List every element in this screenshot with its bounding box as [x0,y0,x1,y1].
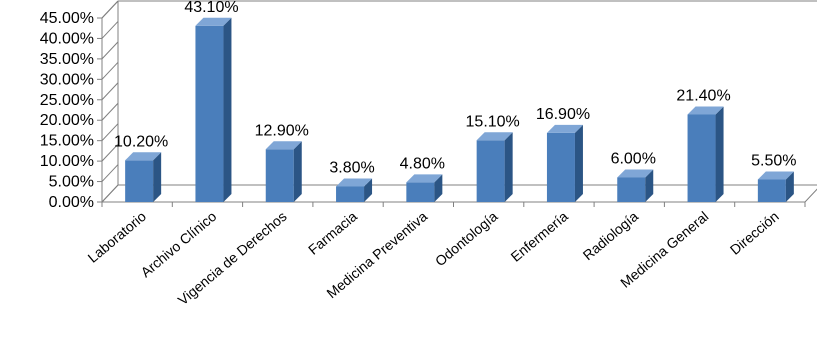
bar-side [364,178,373,202]
bar-side [223,17,232,202]
bar [687,114,716,202]
bar-top [546,124,583,133]
side-wall-gridline [101,82,119,101]
category-label: Laboratorio [85,208,150,266]
bar-top [406,174,443,183]
side-wall-gridline [101,21,119,39]
bar-side [574,124,583,202]
bar [546,132,575,202]
category-label: Dirección [727,208,782,258]
y-tick-label: 30.00% [40,71,94,88]
category-label: Enfermería [508,208,571,265]
bar-top [757,171,794,180]
bar-side [293,141,302,202]
bar [195,25,224,202]
category-label: Farmacia [305,208,360,258]
data-label: 15.10% [466,113,520,130]
data-label: 43.10% [184,0,238,16]
data-label: 3.80% [329,159,374,176]
bar [406,182,435,202]
bar-side [504,132,513,202]
bar-side [715,106,724,202]
side-wall-gridline [101,61,119,80]
y-tick-label: 45.00% [40,10,94,27]
data-label: 5.50% [751,153,796,170]
side-wall-gridline [101,0,119,19]
y-tick-label: 10.00% [40,153,94,170]
y-tick-label: 0.00% [49,194,94,211]
bar [757,179,786,202]
data-label: 12.90% [255,122,309,139]
data-label: 16.90% [536,106,590,123]
side-wall-gridline [101,184,119,203]
bar-top [617,169,654,178]
y-tick-label: 15.00% [40,133,94,150]
data-label: 4.80% [400,155,445,172]
bar-top [476,132,513,141]
side-wall-gridline [101,123,119,142]
data-label: 10.20% [114,133,168,150]
side-wall-gridline [101,143,119,162]
category-label: Odontología [432,208,501,269]
bar [476,140,505,202]
y-tick-label: 5.00% [49,174,94,191]
y-tick-label: 25.00% [40,92,94,109]
side-wall-gridline [101,164,119,182]
y-tick-label: 35.00% [40,51,94,68]
bar-top [125,152,162,161]
bar-top [265,141,302,150]
bar [336,186,365,202]
side-wall-gridline [101,102,119,121]
bar [617,177,646,202]
side-wall-gridline [101,41,119,60]
bar-side [645,169,654,202]
bar-top [195,17,232,26]
y-tick-label: 20.00% [40,112,94,129]
category-label: Radiología [580,208,642,263]
back-wall [118,0,817,2]
bar-top [687,106,724,115]
data-label: 21.40% [676,87,730,104]
bar-top [336,178,373,187]
data-label: 6.00% [611,150,656,167]
bar [265,149,294,202]
bar-side [785,171,794,202]
bar-side [434,174,443,202]
bar [125,160,154,202]
y-tick-label: 40.00% [40,30,94,47]
bar-side [153,152,162,202]
